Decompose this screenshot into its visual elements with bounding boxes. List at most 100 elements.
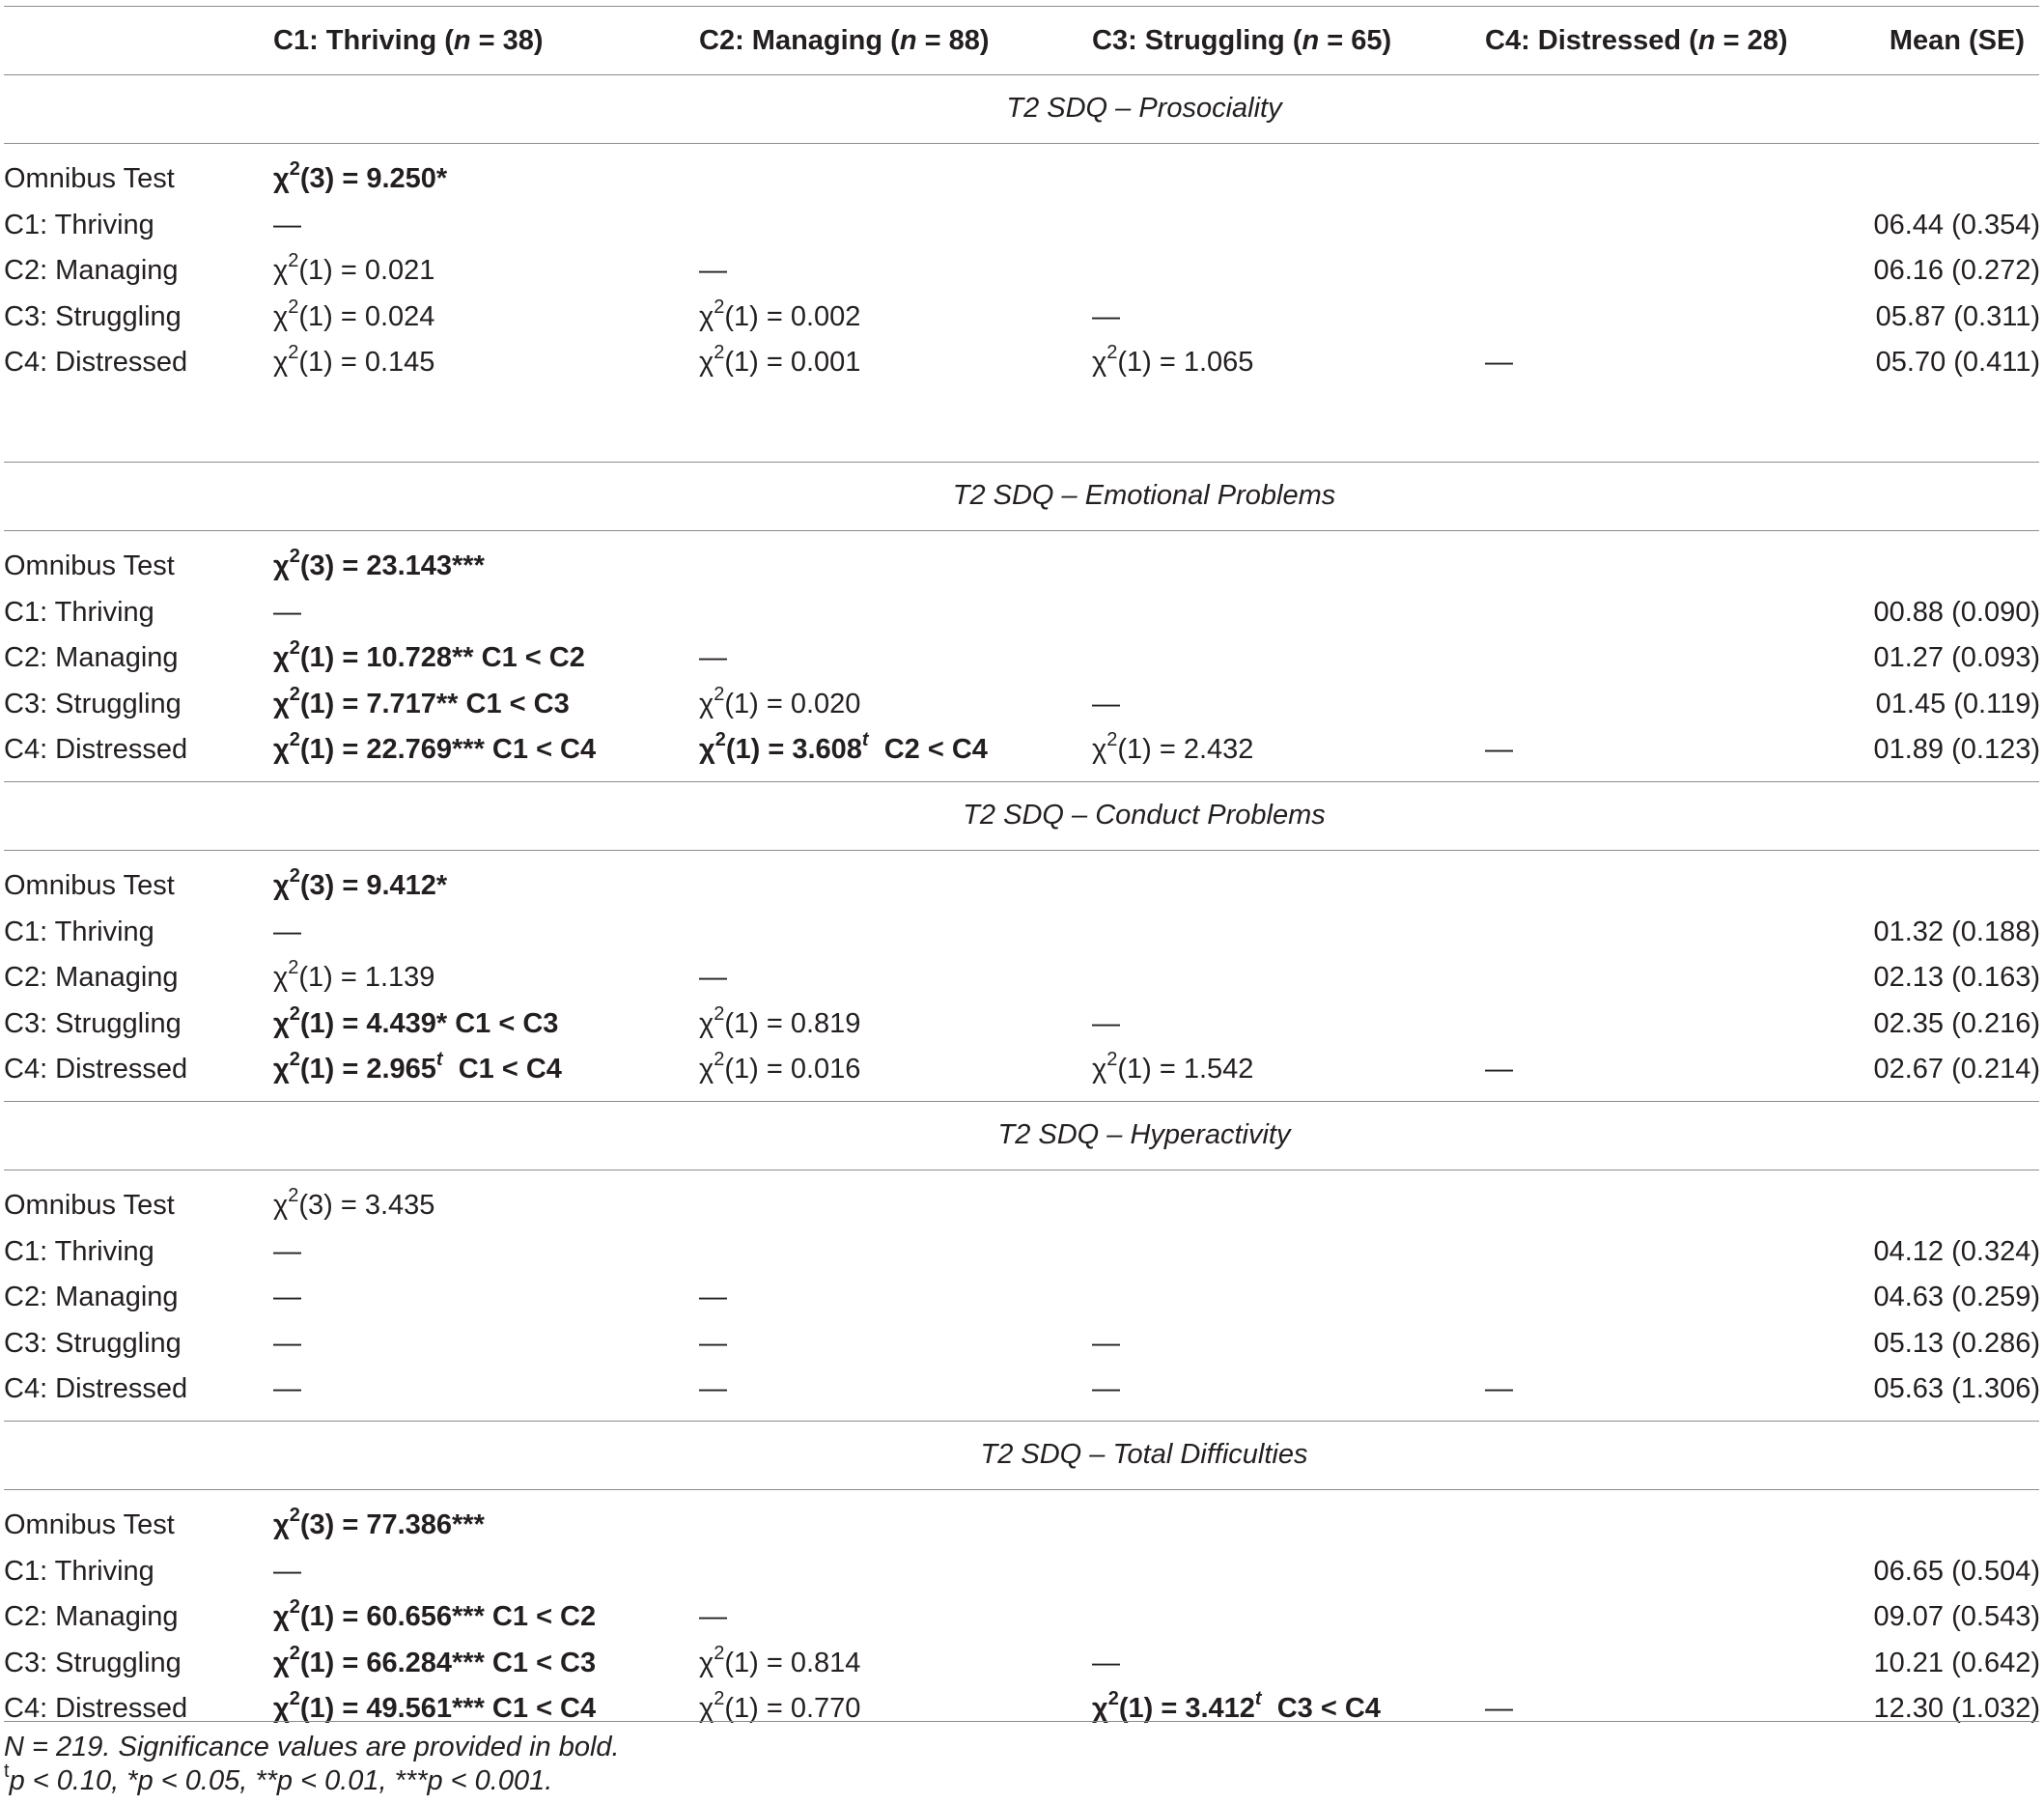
- cell-prefix: —: [273, 916, 301, 947]
- row-label: C2: Managing: [4, 255, 179, 286]
- table-cell: χ2(1) = 0.145: [273, 343, 434, 380]
- table-cell: —: [699, 640, 727, 675]
- cell-superscript: 2: [1106, 729, 1118, 751]
- row-label: C4: Distressed: [4, 1373, 188, 1404]
- cell-prefix: χ: [273, 688, 290, 719]
- cell-prefix: χ: [273, 1693, 290, 1724]
- cell-prefix: —: [273, 1555, 301, 1587]
- row-label: C3: Struggling: [4, 688, 182, 719]
- cell-text: (1) = 3.412: [1118, 1693, 1255, 1724]
- cell-comparison: C3 < C4: [1261, 1693, 1381, 1724]
- cell-prefix: χ: [273, 1601, 290, 1632]
- cell-prefix: —: [699, 255, 727, 286]
- row-label: C4: Distressed: [4, 1693, 188, 1724]
- cell-superscript: 2: [289, 683, 300, 705]
- cell-superscript: 2: [1106, 342, 1118, 364]
- mean-se-value: 05.63 (1.306): [1873, 1373, 2040, 1404]
- cell-prefix: —: [699, 1373, 727, 1404]
- table-cell: —: [273, 1234, 301, 1269]
- cell-prefix: —: [699, 1601, 727, 1632]
- cell-text: (1) = 0.016: [724, 1054, 861, 1085]
- table-cell: χ2(1) = 0.020: [699, 685, 861, 721]
- cell-text: (1) = 0.819: [724, 1007, 861, 1039]
- cell-prefix: χ: [699, 1054, 714, 1085]
- cell-text: (1) = 2.432: [1117, 734, 1254, 765]
- mean-se-value: 06.44 (0.354): [1873, 209, 2040, 240]
- cell-prefix: —: [1092, 1647, 1120, 1678]
- cell-prefix: χ: [699, 300, 714, 332]
- row-label: C2: Managing: [4, 642, 179, 673]
- table-cell: —: [1485, 1052, 1513, 1086]
- cell-text: (1) = 0.002: [724, 300, 861, 332]
- table-cell: χ2(1) = 10.728** C1 < C2: [273, 637, 585, 675]
- row-label: C2: Managing: [4, 962, 179, 993]
- cell-prefix: χ: [273, 255, 289, 286]
- table-cell: —: [273, 915, 301, 949]
- table-cell: —: [1485, 1371, 1513, 1406]
- cell-prefix: χ: [273, 734, 290, 765]
- table-cell: χ2(1) = 4.439* C1 < C3: [273, 1002, 558, 1041]
- table-cell: χ2(3) = 9.412*: [273, 866, 448, 903]
- mean-se-value: 02.13 (0.163): [1873, 962, 2040, 993]
- cell-text: (1) = 3.608: [725, 734, 862, 765]
- cell-text: (1) = 0.024: [298, 300, 435, 332]
- cell-trend-mark: t: [1254, 1688, 1262, 1710]
- cell-text: (3) = 3.435: [298, 1190, 435, 1221]
- cell-text: (3) = 9.412*: [299, 870, 448, 901]
- cell-prefix: χ: [699, 734, 715, 765]
- cell-text: (3) = 23.143***: [299, 550, 485, 581]
- mean-se-value: 01.45 (0.119): [1875, 688, 2040, 719]
- mean-se-value: 05.87 (0.311): [1875, 300, 2040, 332]
- row-label: C3: Struggling: [4, 300, 182, 332]
- cell-superscript: 2: [288, 296, 299, 318]
- row-label: C1: Thriving: [4, 1235, 154, 1267]
- mean-se-value: 06.65 (0.504): [1873, 1555, 2040, 1587]
- table-cell: —: [699, 1371, 727, 1406]
- cell-superscript: 2: [289, 637, 300, 660]
- section-title: T2 SDQ – Emotional Problems: [952, 480, 1336, 511]
- mean-se-value: 09.07 (0.543): [1873, 1601, 2040, 1632]
- table-cell: —: [1092, 1006, 1120, 1041]
- section-title-rule: [4, 1489, 2039, 1490]
- cell-text: (3) = 9.250*: [299, 163, 448, 194]
- cell-prefix: —: [699, 1327, 727, 1359]
- table-cell: —: [1092, 1646, 1120, 1680]
- row-label: C4: Distressed: [4, 1054, 188, 1085]
- table-cell: χ2(3) = 9.250*: [273, 158, 448, 196]
- row-label: C3: Struggling: [4, 1007, 182, 1039]
- cell-text: (1) = 22.769*** C1 < C4: [299, 734, 597, 765]
- table-cell: —: [1485, 1691, 1513, 1726]
- cell-comparison: C2 < C4: [868, 734, 988, 765]
- cell-prefix: —: [273, 596, 301, 628]
- mean-se-value: 01.89 (0.123): [1873, 734, 2040, 765]
- table-cell: χ2(1) = 2.965t C1 < C4: [273, 1049, 562, 1086]
- table-cell: χ2(1) = 49.561*** C1 < C4: [273, 1689, 597, 1726]
- cell-text: (1) = 10.728** C1 < C2: [299, 642, 585, 673]
- row-label: C1: Thriving: [4, 596, 154, 628]
- cell-prefix: —: [273, 1282, 301, 1312]
- section-title: T2 SDQ – Prosociality: [1006, 93, 1282, 124]
- cell-prefix: χ: [699, 347, 714, 378]
- table-cell: χ2(1) = 3.412t C3 < C4: [1092, 1688, 1381, 1726]
- cell-prefix: —: [1485, 734, 1513, 765]
- cell-superscript: 2: [289, 1002, 300, 1025]
- mean-se-value: 04.12 (0.324): [1873, 1235, 2040, 1267]
- row-label: C3: Struggling: [4, 1327, 182, 1359]
- table-cell: —: [1092, 687, 1120, 721]
- cell-text: (1) = 0.020: [724, 688, 861, 719]
- table-cell: χ2(1) = 0.001: [699, 343, 860, 380]
- row-label: C4: Distressed: [4, 734, 188, 765]
- table-cell: —: [1092, 1371, 1120, 1406]
- cell-text: (1) = 49.561*** C1 < C4: [299, 1693, 597, 1724]
- cell-prefix: —: [1092, 1373, 1120, 1404]
- cell-prefix: χ: [699, 1647, 714, 1678]
- mean-se-value: 04.63 (0.259): [1873, 1282, 2040, 1312]
- cell-superscript: 2: [289, 158, 300, 181]
- row-label: C1: Thriving: [4, 209, 154, 240]
- cell-prefix: χ: [699, 1693, 714, 1724]
- cell-superscript: 2: [714, 1642, 725, 1664]
- mean-se-value: 02.35 (0.216): [1873, 1007, 2040, 1039]
- cell-trend-mark: t: [435, 1049, 443, 1071]
- cell-prefix: χ: [1092, 1054, 1107, 1085]
- mean-se-value: 02.67 (0.214): [1873, 1054, 2040, 1085]
